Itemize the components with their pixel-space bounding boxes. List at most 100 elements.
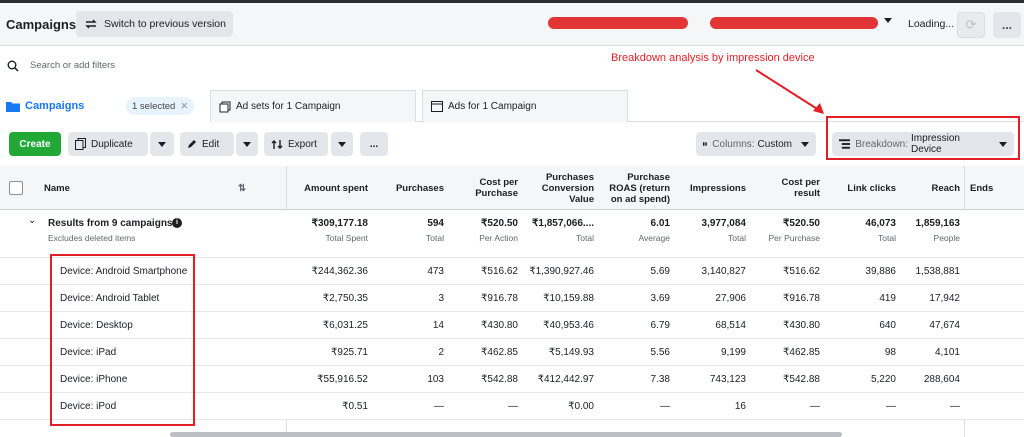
cell-link-clicks: 419 xyxy=(879,293,896,304)
cell-link-clicks: — xyxy=(886,401,896,412)
cell-conversion-value: ₹5,149.93 xyxy=(548,347,594,358)
cell-roas: 5.69 xyxy=(650,266,670,277)
cell-impressions: 16 xyxy=(734,401,746,412)
table-row[interactable]: Device: iPod ₹0.51 — — ₹0.00 — 16 — — — xyxy=(0,393,1024,420)
col-header-cost-per-purchase[interactable]: Cost per Purchase xyxy=(475,177,518,199)
summary-reach: 1,859,163 xyxy=(915,218,961,229)
col-header-roas[interactable]: Purchase ROAS (return on ad spend) xyxy=(609,171,670,205)
table-row[interactable]: Device: iPad ₹925.71 2 ₹462.85 ₹5,149.93… xyxy=(0,339,1024,366)
cell-purchases: 473 xyxy=(427,266,444,277)
cell-conversion-value: ₹10,159.88 xyxy=(543,293,594,304)
cell-cost-per-purchase: — xyxy=(508,401,518,412)
summary-link-clicks: 46,073 xyxy=(865,218,896,229)
duplicate-dropdown-button[interactable] xyxy=(150,132,174,156)
chevron-down-icon xyxy=(243,141,251,147)
cell-reach: — xyxy=(950,401,960,412)
annotation-label: Breakdown analysis by impression device xyxy=(611,52,815,64)
search-icon xyxy=(7,60,19,72)
folder-icon xyxy=(6,101,20,112)
cell-amount-spent: ₹244,362.36 xyxy=(311,266,368,277)
table-header: Name ⇅ Amount spent Purchases Cost per P… xyxy=(0,166,1024,210)
tab-ads-label: Ads for 1 Campaign xyxy=(448,101,537,112)
cell-cost-per-result: ₹916.78 xyxy=(783,293,820,304)
sort-icon[interactable]: ⇅ xyxy=(238,182,246,194)
cell-cost-per-purchase: ₹916.78 xyxy=(481,293,518,304)
cell-amount-spent: ₹2,750.35 xyxy=(322,293,368,304)
breakdown-highlight-box xyxy=(826,116,1020,160)
refresh-button[interactable]: ⟳ xyxy=(957,12,985,38)
cell-purchases: 3 xyxy=(438,293,444,304)
info-icon[interactable]: i xyxy=(172,218,182,228)
cell-impressions: 3,140,827 xyxy=(701,266,747,277)
export-button[interactable]: Export xyxy=(264,132,328,156)
account-chevron-down-icon[interactable] xyxy=(884,18,892,23)
cell-reach: 4,101 xyxy=(934,347,960,358)
col-header-purchases[interactable]: Purchases xyxy=(395,182,444,194)
cell-conversion-value: ₹0.00 xyxy=(568,401,594,412)
col-header-conversion-value[interactable]: Purchases Conversion Value xyxy=(541,171,594,205)
col-header-amount-spent[interactable]: Amount spent xyxy=(304,182,368,194)
edit-dropdown-button[interactable] xyxy=(236,132,258,156)
search-bar[interactable]: Search or add filters xyxy=(0,56,1024,80)
summary-link-clicks-sub: Total xyxy=(878,233,896,243)
cell-amount-spent: ₹0.51 xyxy=(342,401,368,412)
collapse-chevron-icon[interactable]: ⌄ xyxy=(28,215,37,226)
col-header-link-clicks[interactable]: Link clicks xyxy=(847,182,896,194)
row-name: Device: iPod xyxy=(60,401,117,412)
tab-ads[interactable]: Ads for 1 Campaign xyxy=(422,90,628,122)
horizontal-scrollbar[interactable] xyxy=(170,432,842,437)
row-name: Device: Desktop xyxy=(60,320,133,331)
table-row[interactable]: Device: Android Smartphone ₹244,362.36 4… xyxy=(0,258,1024,285)
summary-impressions: 3,977,084 xyxy=(701,218,747,229)
col-header-name[interactable]: Name xyxy=(44,182,70,194)
cell-cost-per-purchase: ₹430.80 xyxy=(481,320,518,331)
edit-label: Edit xyxy=(202,138,220,150)
edit-button[interactable]: Edit xyxy=(180,132,234,156)
summary-reach-sub: People xyxy=(933,233,960,243)
level-tabs: Campaigns 1 selected ✕ Ad sets for 1 Cam… xyxy=(0,90,1024,122)
create-button[interactable]: Create xyxy=(9,132,61,156)
selected-count-badge[interactable]: 1 selected ✕ xyxy=(126,97,195,115)
cell-cost-per-result: ₹542.88 xyxy=(783,374,820,385)
switch-icon xyxy=(85,19,97,29)
tab-adsets[interactable]: Ad sets for 1 Campaign xyxy=(210,90,416,122)
table-row[interactable]: Device: Android Tablet ₹2,750.35 3 ₹916.… xyxy=(0,285,1024,312)
cell-cost-per-result: ₹430.80 xyxy=(783,320,820,331)
summary-cost-per-result-sub: Per Purchase xyxy=(768,233,821,243)
more-options-button[interactable]: ... xyxy=(993,12,1021,38)
summary-title: Results from 9 campaigns xyxy=(48,218,173,229)
more-actions-button[interactable]: ... xyxy=(360,132,388,156)
search-input[interactable]: Search or add filters xyxy=(30,60,116,71)
switch-version-button[interactable]: Switch to previous version xyxy=(76,11,233,37)
columns-dropdown[interactable]: Columns: Custom xyxy=(696,132,816,156)
col-header-reach[interactable]: Reach xyxy=(931,182,960,194)
export-label: Export xyxy=(288,138,317,150)
ad-icon xyxy=(431,101,443,112)
cell-cost-per-result: ₹516.62 xyxy=(783,266,820,277)
col-header-impressions[interactable]: Impressions xyxy=(690,182,746,194)
table-row[interactable]: Device: iPhone ₹55,916.52 103 ₹542.88 ₹4… xyxy=(0,366,1024,393)
table-row[interactable]: Device: Desktop ₹6,031.25 14 ₹430.80 ₹40… xyxy=(0,312,1024,339)
cell-purchases: 103 xyxy=(427,374,444,385)
cell-impressions: 27,906 xyxy=(715,293,746,304)
cell-link-clicks: 5,220 xyxy=(870,374,896,385)
col-header-ends[interactable]: Ends xyxy=(970,182,994,194)
breakdown-icon xyxy=(839,139,851,149)
duplicate-button[interactable]: Duplicate xyxy=(68,132,148,156)
row-name: Device: Android Smartphone xyxy=(60,266,188,277)
col-header-cost-per-result[interactable]: Cost per result xyxy=(781,177,820,199)
pencil-icon xyxy=(188,140,196,148)
columns-value: Custom xyxy=(757,138,792,150)
export-dropdown-button[interactable] xyxy=(331,132,353,156)
summary-purchases: 594 xyxy=(427,218,444,229)
annotation-arrow xyxy=(755,69,824,114)
device-rows-highlight-box xyxy=(50,254,195,426)
clear-selection-icon[interactable]: ✕ xyxy=(180,100,189,112)
page-title: Campaigns xyxy=(6,17,77,32)
cell-roas: — xyxy=(660,401,670,412)
summary-amount-spent: ₹309,177.18 xyxy=(311,218,368,229)
top-bar: Campaigns Switch to previous version Loa… xyxy=(0,0,1024,46)
cell-conversion-value: ₹40,953.46 xyxy=(543,320,594,331)
select-all-checkbox[interactable] xyxy=(9,181,23,195)
breakdown-dropdown[interactable]: Breakdown: Impression Device xyxy=(832,132,1014,156)
